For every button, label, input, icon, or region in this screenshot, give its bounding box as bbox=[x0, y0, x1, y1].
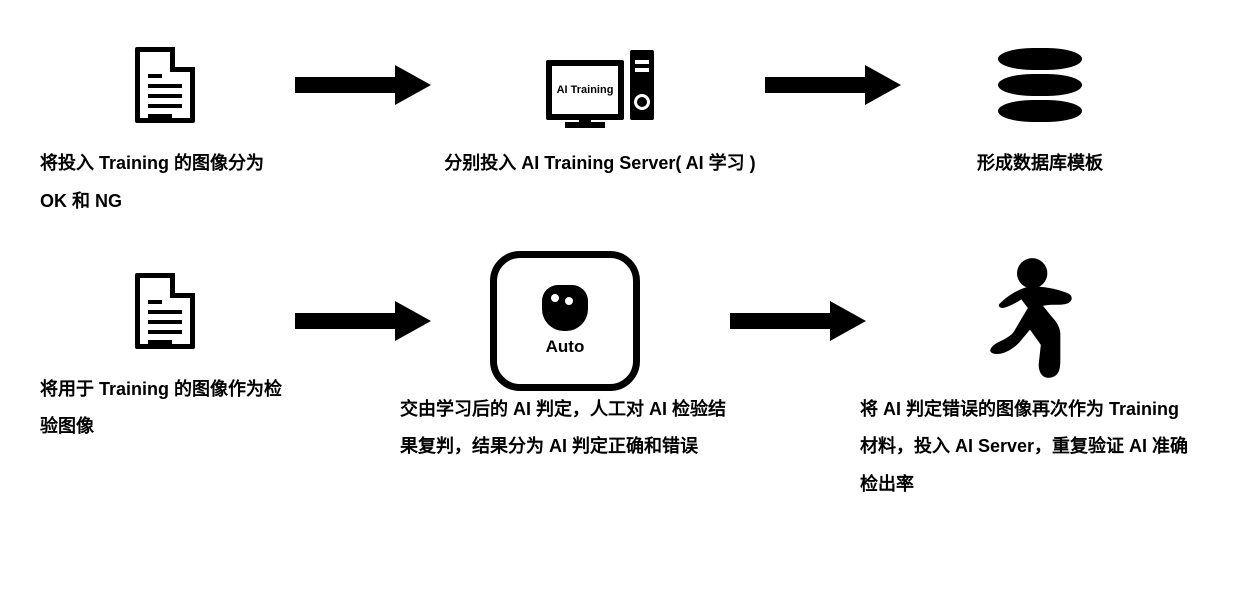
step5-caption: 交由学习后的 AI 判定，人工对 AI 检验结果复判，结果分为 AI 判定正确和… bbox=[400, 391, 730, 467]
document-icon bbox=[135, 47, 195, 123]
auto-box-icon: Auto bbox=[490, 251, 640, 391]
step6-caption: 将 AI 判定错误的图像再次作为 Training 材料，投入 AI Serve… bbox=[860, 391, 1200, 504]
step4-caption: 将用于 Training 的图像作为检验图像 bbox=[40, 371, 290, 447]
step2-caption: 分别投入 AI Training Server( AI 学习 ) bbox=[440, 145, 760, 183]
flow-row-2: 将用于 Training 的图像作为检验图像 Auto 交由学习后的 AI 判定… bbox=[0, 241, 1240, 524]
arrow-4 bbox=[730, 251, 860, 391]
database-icon bbox=[998, 48, 1082, 122]
step-database-template: 形成数据库模板 bbox=[910, 25, 1170, 183]
step-classify-images: 将投入 Training 的图像分为 OK 和 NG bbox=[40, 25, 290, 221]
arrow-2 bbox=[760, 25, 910, 145]
arrow-icon bbox=[765, 68, 905, 102]
step-ai-training-server: AI Training 分别投入 AI Training Server( AI … bbox=[440, 25, 760, 183]
step3-caption: 形成数据库模板 bbox=[910, 145, 1170, 183]
brain-icon bbox=[542, 285, 588, 331]
flow-row-1: 将投入 Training 的图像分为 OK 和 NG AI Training 分… bbox=[0, 0, 1240, 241]
step-verification-images: 将用于 Training 的图像作为检验图像 bbox=[40, 251, 290, 447]
step1-caption: 将投入 Training 的图像分为 OK 和 NG bbox=[40, 145, 290, 221]
step-retrain-loop: 将 AI 判定错误的图像再次作为 Training 材料，投入 AI Serve… bbox=[860, 251, 1200, 504]
auto-box-label: Auto bbox=[546, 337, 585, 357]
arrow-icon bbox=[295, 304, 395, 338]
step-ai-auto-judge: Auto 交由学习后的 AI 判定，人工对 AI 检验结果复判，结果分为 AI … bbox=[400, 251, 730, 467]
running-person-icon bbox=[975, 256, 1085, 386]
document-icon bbox=[135, 273, 195, 349]
arrow-3 bbox=[290, 251, 400, 391]
arrow-icon bbox=[730, 304, 860, 338]
arrow-icon bbox=[295, 68, 435, 102]
monitor-screen-label: AI Training bbox=[552, 66, 618, 114]
tower-icon bbox=[630, 50, 654, 120]
computer-icon: AI Training bbox=[546, 50, 654, 120]
arrow-1 bbox=[290, 25, 440, 145]
